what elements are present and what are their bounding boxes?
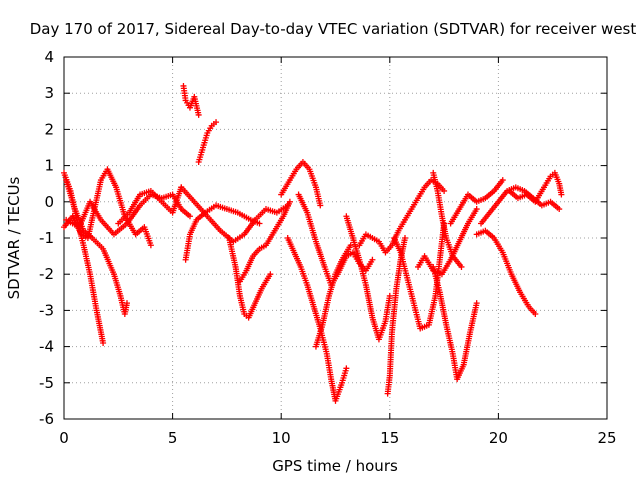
- x-tick-label: 5: [168, 429, 178, 447]
- data-point: [100, 339, 107, 346]
- data-point: [347, 242, 354, 249]
- y-axis-label: SDTVAR / TECUs: [5, 176, 23, 299]
- data-point: [147, 242, 154, 249]
- series-track-24: [447, 177, 506, 227]
- data-point: [532, 311, 539, 318]
- y-tick-label: 0: [44, 193, 54, 211]
- series-track-4: [63, 191, 193, 238]
- x-tick-label: 25: [597, 429, 616, 447]
- y-tick-label: 1: [44, 157, 54, 175]
- y-tick-label: -2: [39, 265, 54, 283]
- x-axis-label: GPS time / hours: [272, 457, 398, 475]
- series-track-14: [295, 191, 376, 289]
- data-point: [256, 220, 263, 227]
- x-tick-label: 0: [59, 429, 69, 447]
- data-point: [369, 256, 376, 263]
- series-track-5: [115, 184, 185, 227]
- series-track-21: [415, 206, 480, 278]
- y-tick-label: -5: [39, 374, 54, 392]
- x-tick-label: 10: [272, 429, 291, 447]
- data-point: [267, 271, 274, 278]
- y-tick-label: -4: [39, 338, 54, 356]
- y-tick-label: -6: [39, 410, 54, 428]
- data-point: [499, 177, 506, 184]
- series-track-18: [384, 235, 409, 397]
- x-tick-labels: 0 5 10 15 20 25: [59, 429, 616, 447]
- y-tick-label: -1: [39, 229, 54, 247]
- data-point: [473, 300, 480, 307]
- series-track-7: [195, 119, 220, 165]
- data-point: [286, 198, 293, 205]
- data-point: [556, 206, 563, 213]
- data-points: [61, 82, 565, 404]
- y-tick-label: 2: [44, 120, 54, 138]
- y-tick-labels: -6 -5 -4 -3 -2 -1 0 1 2 3 4: [39, 48, 54, 428]
- data-point: [195, 111, 202, 118]
- data-point: [473, 206, 480, 213]
- data-point: [402, 235, 409, 241]
- data-point: [317, 202, 324, 209]
- chart-title: Day 170 of 2017, Sidereal Day-to-day VTE…: [30, 20, 637, 38]
- grid-lines: [64, 57, 607, 419]
- x-tick-label: 15: [380, 429, 399, 447]
- data-point: [213, 119, 220, 126]
- series-track-25: [473, 227, 539, 318]
- series-track-22: [430, 263, 480, 383]
- x-tick-label: 20: [489, 429, 508, 447]
- data-point: [558, 191, 565, 198]
- series-track-10: [226, 235, 274, 321]
- series-track-6: [180, 82, 202, 118]
- series-track-16: [343, 213, 393, 343]
- series-track-27: [506, 169, 565, 205]
- series-track-26: [478, 184, 563, 227]
- series-track-19: [391, 220, 448, 332]
- data-point: [441, 187, 448, 194]
- data-point: [343, 365, 350, 372]
- data-point: [186, 213, 193, 220]
- y-tick-label: -3: [39, 301, 54, 319]
- y-tick-label: 3: [44, 84, 54, 102]
- series-track-15: [312, 242, 354, 350]
- data-point: [458, 263, 465, 270]
- y-tick-label: 4: [44, 48, 54, 66]
- data-point: [123, 300, 130, 307]
- series-track-11: [236, 198, 293, 285]
- series-track-12: [278, 158, 324, 209]
- data-point: [386, 292, 393, 299]
- series-track-23: [430, 169, 465, 270]
- axis-ticks: [63, 56, 608, 420]
